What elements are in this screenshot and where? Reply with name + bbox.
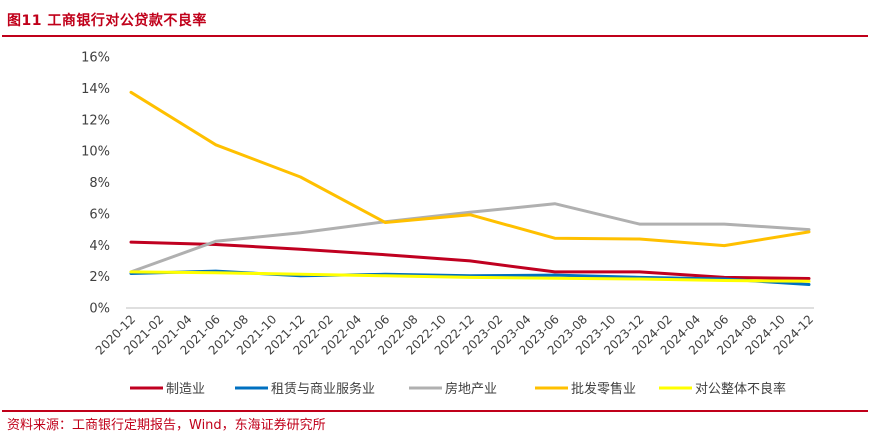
series-line: [129, 90, 811, 248]
x-axis-ticks: 2020-122021-022021-042021-062021-082021-…: [93, 312, 816, 357]
legend-label: 制造业: [166, 382, 205, 397]
line-chart: 0% 2% 4% 6% 8% 10% 12% 14% 16% 2020-122021-02202…: [81, 51, 816, 398]
y-tick-label: 6%: [89, 207, 110, 222]
source-rule: [2, 410, 868, 412]
y-tick-label: 12%: [81, 113, 110, 128]
y-tick-label: 16%: [81, 51, 110, 66]
y-tick-label: 2%: [89, 270, 110, 285]
legend-label: 房地产业: [445, 381, 497, 397]
legend-label: 批发零售业: [571, 381, 636, 397]
y-tick-label: 10%: [81, 145, 110, 160]
y-tick-label: 0%: [89, 302, 110, 317]
title-rule: [2, 35, 868, 37]
y-tick-label: 4%: [89, 239, 110, 254]
figure-title: 图11 工商银行对公贷款不良率: [7, 13, 207, 29]
legend-label: 租赁与商业服务业: [271, 381, 375, 397]
series-line: [129, 270, 811, 283]
series-line: [129, 240, 811, 280]
series-line: [129, 202, 811, 274]
legend: 制造业 租赁与商业服务业 房地产业 批发零售业 对公整体不良率: [130, 381, 786, 397]
series-lines: [129, 90, 811, 286]
y-axis-ticks: 0% 2% 4% 6% 8% 10% 12% 14% 16%: [81, 51, 110, 317]
legend-label: 对公整体不良率: [695, 381, 786, 397]
source-note: 资料来源：工商银行定期报告，Wind，东海证券研究所: [7, 418, 326, 433]
y-tick-label: 14%: [81, 82, 110, 97]
y-tick-label: 8%: [89, 176, 110, 191]
